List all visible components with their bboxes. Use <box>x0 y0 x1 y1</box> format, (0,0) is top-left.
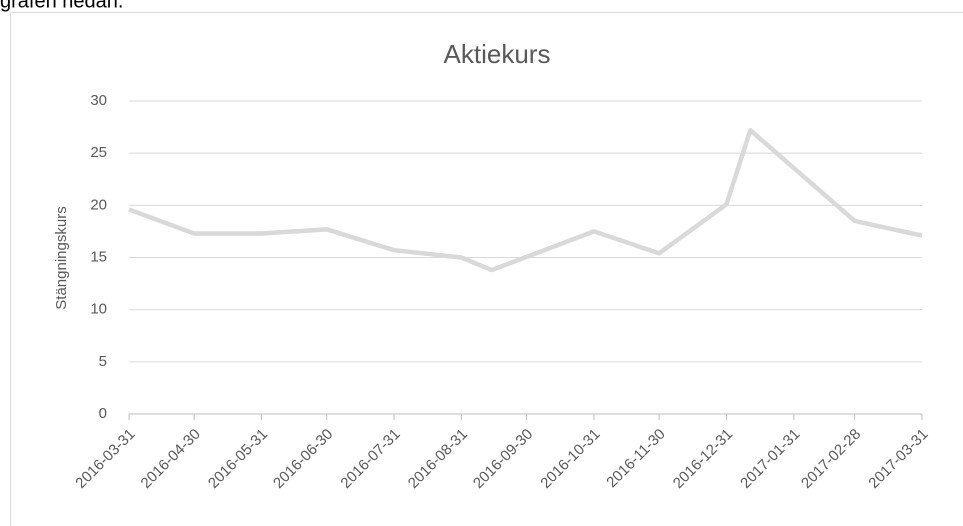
x-tick-label: 2017-01-31 <box>737 426 803 492</box>
y-tick-label: 10 <box>90 301 107 318</box>
y-tick-label: 0 <box>99 405 107 422</box>
x-tick-label: 2016-12-31 <box>670 426 736 492</box>
x-tick-label: 2016-06-30 <box>270 426 336 492</box>
chart-title: Aktiekurs <box>444 39 551 69</box>
x-tick-label: 2016-07-31 <box>337 426 403 492</box>
x-tick-label: 2016-05-31 <box>205 426 271 492</box>
y-axis-label: Stängningskurs <box>53 206 70 309</box>
x-tick-label: 2017-03-31 <box>865 426 931 492</box>
x-tick-label: 2017-02-28 <box>798 426 864 492</box>
intro-text: grafen nedan. <box>0 0 123 12</box>
data-line <box>128 127 923 273</box>
y-tick-label: 15 <box>90 248 107 265</box>
x-tick-label: 2016-08-31 <box>405 426 471 492</box>
y-tick-label: 5 <box>99 353 107 370</box>
x-tick-label: 2016-09-30 <box>470 426 536 492</box>
x-tick-label: 2016-10-31 <box>537 426 603 492</box>
y-tick-label: 30 <box>90 92 107 109</box>
y-tick-label: 20 <box>90 196 107 213</box>
x-tick-label: 2016-04-30 <box>138 426 204 492</box>
y-tick-label: 25 <box>90 144 107 161</box>
x-tick-label: 2016-03-31 <box>72 426 138 492</box>
x-tick-label: 2016-11-30 <box>603 426 668 491</box>
chart-frame <box>10 12 963 526</box>
